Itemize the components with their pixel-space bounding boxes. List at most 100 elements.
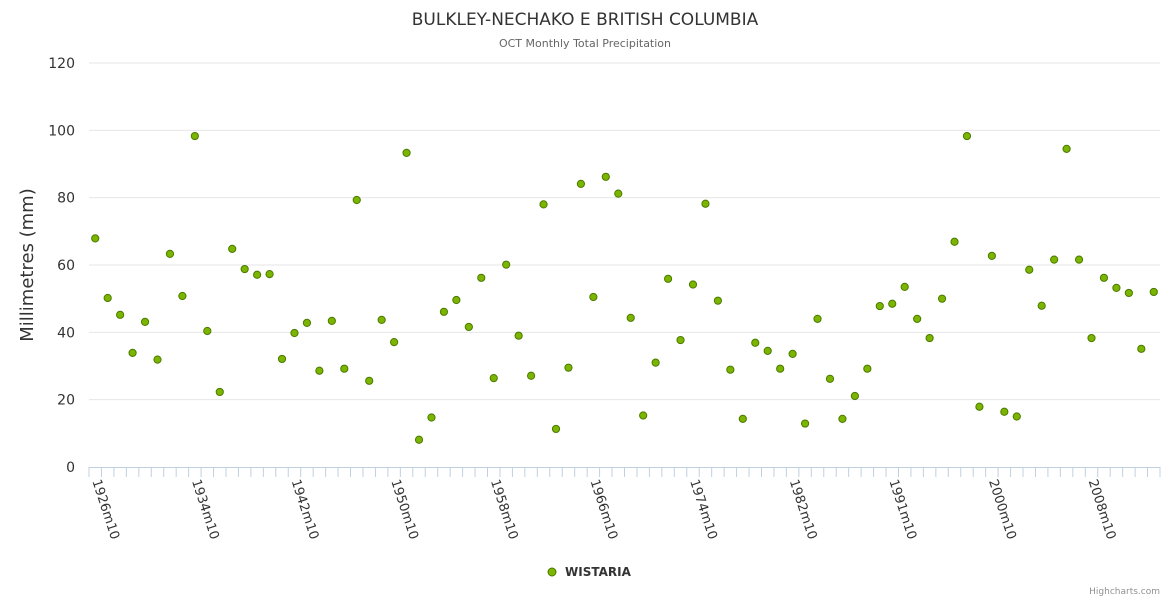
data-point	[751, 338, 760, 347]
data-point	[1074, 255, 1084, 264]
data-point	[1012, 412, 1021, 421]
data-point	[402, 148, 411, 157]
data-point	[377, 315, 386, 324]
legend-item-wistaria[interactable]: WISTARIA	[547, 565, 632, 579]
data-point	[800, 419, 810, 428]
data-point	[614, 189, 623, 198]
data-point	[925, 333, 934, 343]
data-point	[651, 358, 660, 367]
data-points	[91, 131, 1158, 444]
chart-title: BULKLEY-NECHAKO E BRITISH COLUMBIA	[412, 10, 759, 30]
x-tick-label: 1926m10	[88, 478, 122, 542]
data-point	[950, 237, 959, 246]
x-tick-label: 1991m10	[885, 478, 919, 542]
data-point	[277, 354, 287, 364]
y-tick-label: 0	[66, 460, 75, 476]
chart-subtitle: OCT Monthly Total Precipitation	[499, 37, 671, 50]
credits-link[interactable]: Highcharts.com	[1089, 587, 1160, 597]
data-point	[116, 310, 125, 319]
x-tick-label: 2008m10	[1085, 478, 1119, 542]
y-tick-label: 120	[48, 56, 75, 72]
data-point	[452, 295, 461, 305]
data-point	[1050, 255, 1059, 264]
data-point	[414, 435, 424, 444]
data-point	[477, 273, 486, 282]
data-point	[738, 414, 747, 423]
data-point	[987, 251, 996, 261]
x-axis: 1926m10 1934m10 1942m10 1950m10 1958m10 1966m…	[88, 467, 1161, 542]
x-tick-label: 1982m10	[786, 478, 820, 542]
data-point	[178, 291, 187, 301]
data-point	[103, 293, 112, 303]
data-point	[1099, 273, 1109, 282]
x-tick-label: 1974m10	[686, 478, 720, 542]
data-point	[937, 294, 947, 303]
data-point	[203, 326, 212, 336]
data-point	[776, 364, 785, 373]
data-point	[439, 307, 449, 316]
data-point	[390, 337, 399, 347]
data-point	[1149, 287, 1158, 297]
data-point	[253, 270, 262, 279]
y-tick-label: 100	[48, 123, 75, 139]
data-point	[190, 131, 199, 141]
data-point	[962, 131, 972, 141]
data-point	[589, 292, 598, 302]
data-point	[576, 179, 586, 188]
data-point	[514, 331, 523, 340]
data-point	[813, 314, 822, 323]
data-point	[701, 199, 710, 208]
data-point	[240, 264, 249, 274]
data-point	[1000, 407, 1009, 416]
data-point	[838, 414, 847, 423]
gridlines	[89, 62, 1160, 401]
legend-marker	[547, 567, 557, 577]
data-point	[713, 296, 723, 305]
data-point	[551, 424, 561, 434]
data-point	[688, 280, 698, 289]
data-point	[153, 355, 162, 364]
data-point	[1137, 344, 1146, 353]
data-point	[215, 387, 224, 397]
data-point	[165, 249, 175, 258]
y-axis-title: Millimetres (mm)	[17, 188, 38, 342]
y-tick-label: 80	[57, 191, 75, 207]
data-point	[564, 363, 573, 372]
x-tick-label: 1958m10	[487, 478, 521, 542]
data-point	[888, 299, 897, 308]
data-point	[900, 282, 909, 291]
data-point	[1062, 144, 1071, 153]
data-point	[850, 391, 859, 401]
data-point	[601, 172, 610, 181]
x-tick-label: 1934m10	[188, 478, 222, 542]
data-point	[788, 349, 797, 358]
data-point	[315, 366, 324, 375]
x-tick-label: 1942m10	[288, 478, 322, 542]
data-point	[863, 364, 872, 373]
data-point	[763, 346, 772, 355]
data-point	[489, 374, 498, 383]
data-point	[327, 316, 336, 325]
data-point	[365, 376, 374, 385]
data-point	[626, 313, 635, 322]
data-point	[340, 364, 349, 373]
data-point	[663, 274, 673, 283]
data-point	[464, 322, 473, 332]
data-point	[825, 374, 835, 383]
legend-label: WISTARIA	[565, 565, 632, 579]
data-point	[128, 348, 137, 357]
data-point	[140, 317, 150, 326]
data-point	[265, 269, 274, 279]
y-tick-label: 40	[57, 325, 75, 341]
data-point	[676, 335, 685, 345]
x-tick-label: 1950m10	[387, 478, 421, 542]
data-point	[639, 411, 648, 420]
data-point	[975, 402, 984, 411]
data-point	[1037, 301, 1046, 310]
y-tick-label: 60	[57, 258, 75, 274]
y-axis-ticks: 0 20 40 60 80 100 120	[48, 56, 75, 476]
data-point	[290, 328, 299, 338]
data-point	[302, 318, 312, 328]
x-tick-label: 1966m10	[587, 478, 621, 542]
